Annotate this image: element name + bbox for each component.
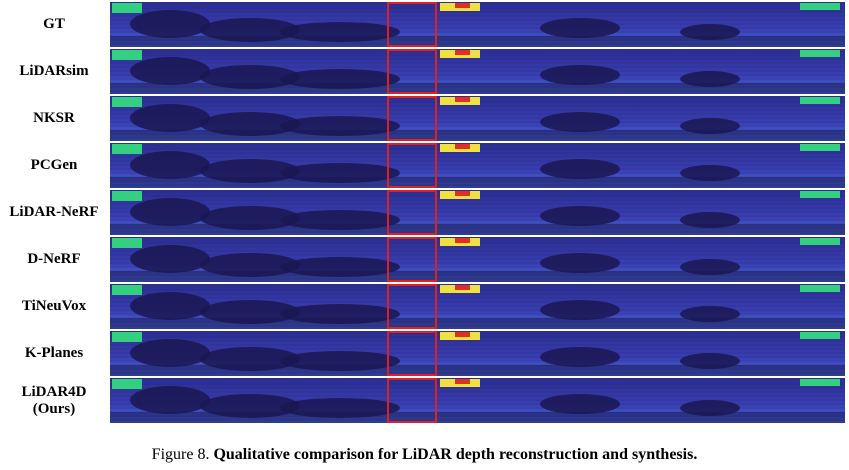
row-label: NKSR [33, 110, 75, 126]
depth-map [110, 2, 845, 47]
row: LiDAR-NeRF [0, 190, 849, 235]
row: LiDAR4D (Ours) [0, 378, 849, 423]
depth-map [110, 284, 845, 329]
row-label: GT [43, 16, 65, 32]
row-label: LiDAR-NeRF [9, 204, 99, 220]
row: NKSR [0, 96, 849, 141]
figure: GT LiDARsim NKSR PCGen LiDAR-NeRF D-NeRF TiNeu… [0, 2, 849, 423]
depth-map [110, 190, 845, 235]
row: LiDARsim [0, 49, 849, 94]
depth-map [110, 378, 845, 423]
row-label: LiDARsim [19, 63, 89, 79]
row-label: TiNeuVox [21, 298, 87, 314]
depth-map [110, 143, 845, 188]
depth-map [110, 237, 845, 282]
caption-text: Qualitative comparison for LiDAR depth r… [213, 446, 698, 463]
depth-map [110, 49, 845, 94]
row: D-NeRF [0, 237, 849, 282]
caption-prefix: Figure 8. [151, 446, 214, 463]
depth-map [110, 96, 845, 141]
row-label: PCGen [30, 157, 78, 173]
row-label: K-Planes [24, 345, 84, 361]
row: TiNeuVox [0, 284, 849, 329]
row: PCGen [0, 143, 849, 188]
row: GT [0, 2, 849, 47]
row-label: LiDAR4D (Ours) [21, 383, 87, 417]
figure-caption: Figure 8. Qualitative comparison for LiD… [0, 446, 849, 464]
row-label: D-NeRF [27, 251, 81, 267]
depth-map [110, 331, 845, 376]
row: K-Planes [0, 331, 849, 376]
